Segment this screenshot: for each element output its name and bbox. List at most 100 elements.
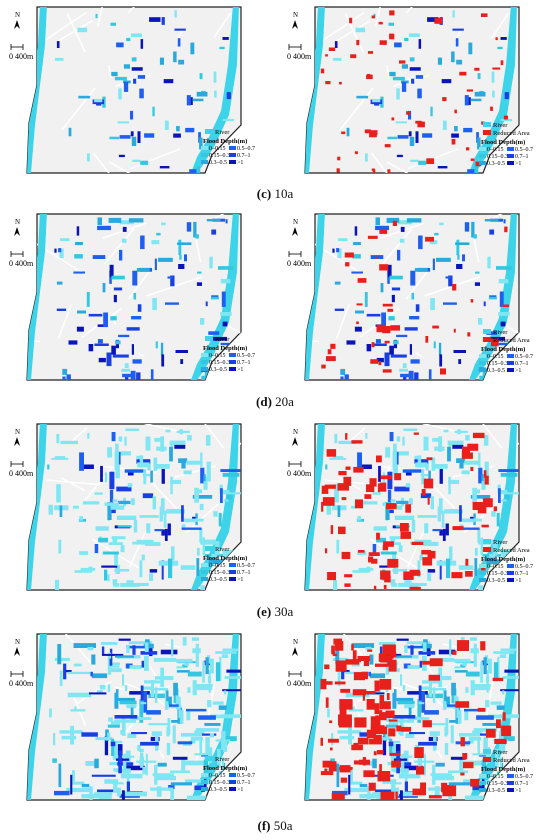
- svg-text:Flood Depth(m): Flood Depth(m): [203, 138, 247, 145]
- scale-bar: 0 400m: [287, 251, 312, 268]
- svg-text:River: River: [215, 129, 230, 136]
- svg-text:River: River: [215, 336, 230, 343]
- svg-text:0–0.15: 0–0.15: [209, 146, 226, 152]
- svg-text:0 400m: 0 400m: [287, 52, 312, 61]
- svg-text:N: N: [293, 638, 298, 646]
- svg-text:0 400m: 0 400m: [287, 259, 312, 268]
- svg-text:0.5–0.7: 0.5–0.7: [515, 147, 533, 153]
- svg-text:River: River: [493, 329, 508, 336]
- svg-text:0.7–1: 0.7–1: [515, 781, 529, 787]
- svg-text:>1: >1: [237, 577, 243, 583]
- svg-text:Flood Depth(m): Flood Depth(m): [203, 345, 247, 352]
- svg-text:N: N: [15, 218, 20, 226]
- flood-depth-patches: [49, 637, 241, 800]
- caption-f: (f) 50a: [257, 818, 293, 833]
- svg-text:0.15–0.3: 0.15–0.3: [487, 781, 508, 787]
- svg-text:N: N: [15, 428, 20, 436]
- svg-text:N: N: [293, 11, 298, 19]
- svg-text:0–0.15: 0–0.15: [487, 354, 504, 360]
- svg-text:Flood Depth(m): Flood Depth(m): [481, 766, 525, 773]
- legend: River Flood Depth(m)0–0.15 0.5–0.7 0.15–0.3…: [201, 546, 255, 583]
- caption-d: (d) 20a: [256, 394, 294, 409]
- north-arrow-icon: N: [14, 11, 20, 29]
- svg-text:Flood Depth(m): Flood Depth(m): [203, 555, 247, 562]
- scale-bar: 0 400m: [287, 461, 312, 478]
- svg-text:0.7–1: 0.7–1: [237, 570, 251, 576]
- svg-text:>1: >1: [515, 161, 521, 167]
- north-arrow-icon: N: [14, 218, 20, 236]
- svg-text:0.5–0.7: 0.5–0.7: [237, 146, 255, 152]
- svg-text:0.7–1: 0.7–1: [515, 361, 529, 367]
- svg-text:0.3–0.5: 0.3–0.5: [209, 787, 227, 793]
- flood-depth-patches: [332, 10, 513, 173]
- reduced-area-patches: [320, 638, 512, 800]
- svg-text:0–0.15: 0–0.15: [487, 564, 504, 570]
- svg-text:0–0.15: 0–0.15: [487, 774, 504, 780]
- north-arrow-icon: N: [292, 638, 298, 656]
- svg-text:0.15–0.3: 0.15–0.3: [487, 571, 508, 577]
- svg-text:0.5–0.7: 0.5–0.7: [237, 563, 255, 569]
- svg-text:0.15–0.3: 0.15–0.3: [209, 360, 230, 366]
- svg-text:0.7–1: 0.7–1: [515, 571, 529, 577]
- svg-text:Reduced Area: Reduced Area: [493, 130, 530, 137]
- north-arrow-icon: N: [14, 428, 20, 446]
- svg-text:N: N: [293, 428, 298, 436]
- svg-text:>1: >1: [515, 368, 521, 374]
- scale-bar: 0 400m: [287, 44, 312, 61]
- svg-text:0.7–1: 0.7–1: [237, 153, 251, 159]
- svg-text:0 400m: 0 400m: [9, 679, 34, 688]
- svg-text:0.15–0.3: 0.15–0.3: [209, 570, 230, 576]
- flood-depth-patches: [54, 10, 235, 173]
- svg-text:0.5–0.7: 0.5–0.7: [237, 353, 255, 359]
- svg-text:>1: >1: [515, 788, 521, 794]
- svg-text:0–0.15: 0–0.15: [487, 147, 504, 153]
- svg-text:River: River: [493, 122, 508, 129]
- reduced-area-patches: [320, 10, 508, 173]
- svg-text:0.15–0.3: 0.15–0.3: [487, 154, 508, 160]
- svg-text:0–0.15: 0–0.15: [209, 353, 226, 359]
- svg-text:>1: >1: [515, 578, 521, 584]
- svg-text:0.3–0.5: 0.3–0.5: [487, 788, 505, 794]
- svg-text:0.5–0.7: 0.5–0.7: [515, 564, 533, 570]
- svg-text:0 400m: 0 400m: [287, 679, 312, 688]
- svg-text:0 400m: 0 400m: [9, 259, 34, 268]
- north-arrow-icon: N: [292, 428, 298, 446]
- svg-text:River: River: [215, 756, 230, 763]
- svg-text:>1: >1: [237, 367, 243, 373]
- svg-text:0–0.15: 0–0.15: [209, 563, 226, 569]
- river-right: [469, 7, 517, 173]
- reduced-area-patches: [321, 220, 509, 375]
- svg-text:0.3–0.5: 0.3–0.5: [209, 577, 227, 583]
- legend: River Flood Depth(m)0–0.15 0.5–0.7 0.15–0.3…: [201, 129, 255, 166]
- scale-bar: 0 400m: [9, 44, 34, 61]
- svg-text:0.3–0.5: 0.3–0.5: [487, 161, 505, 167]
- svg-text:River: River: [215, 546, 230, 553]
- reduced-area-patches: [321, 432, 507, 590]
- svg-text:Flood Depth(m): Flood Depth(m): [203, 765, 247, 772]
- svg-text:0.7–1: 0.7–1: [237, 360, 251, 366]
- svg-text:0.3–0.5: 0.3–0.5: [209, 160, 227, 166]
- north-arrow-icon: N: [292, 218, 298, 236]
- svg-text:0 400m: 0 400m: [9, 52, 34, 61]
- svg-text:0.3–0.5: 0.3–0.5: [487, 368, 505, 374]
- north-arrow-icon: N: [14, 638, 20, 656]
- svg-text:0.15–0.3: 0.15–0.3: [487, 361, 508, 367]
- svg-text:0.5–0.7: 0.5–0.7: [515, 354, 533, 360]
- svg-text:Reduced Area: Reduced Area: [493, 337, 530, 344]
- svg-text:Flood Depth(m): Flood Depth(m): [481, 139, 525, 146]
- river-right: [191, 7, 239, 173]
- svg-text:N: N: [15, 638, 20, 646]
- svg-text:0.15–0.3: 0.15–0.3: [209, 780, 230, 786]
- svg-text:0 400m: 0 400m: [9, 469, 34, 478]
- svg-text:River: River: [493, 749, 508, 756]
- svg-text:0 400m: 0 400m: [287, 469, 312, 478]
